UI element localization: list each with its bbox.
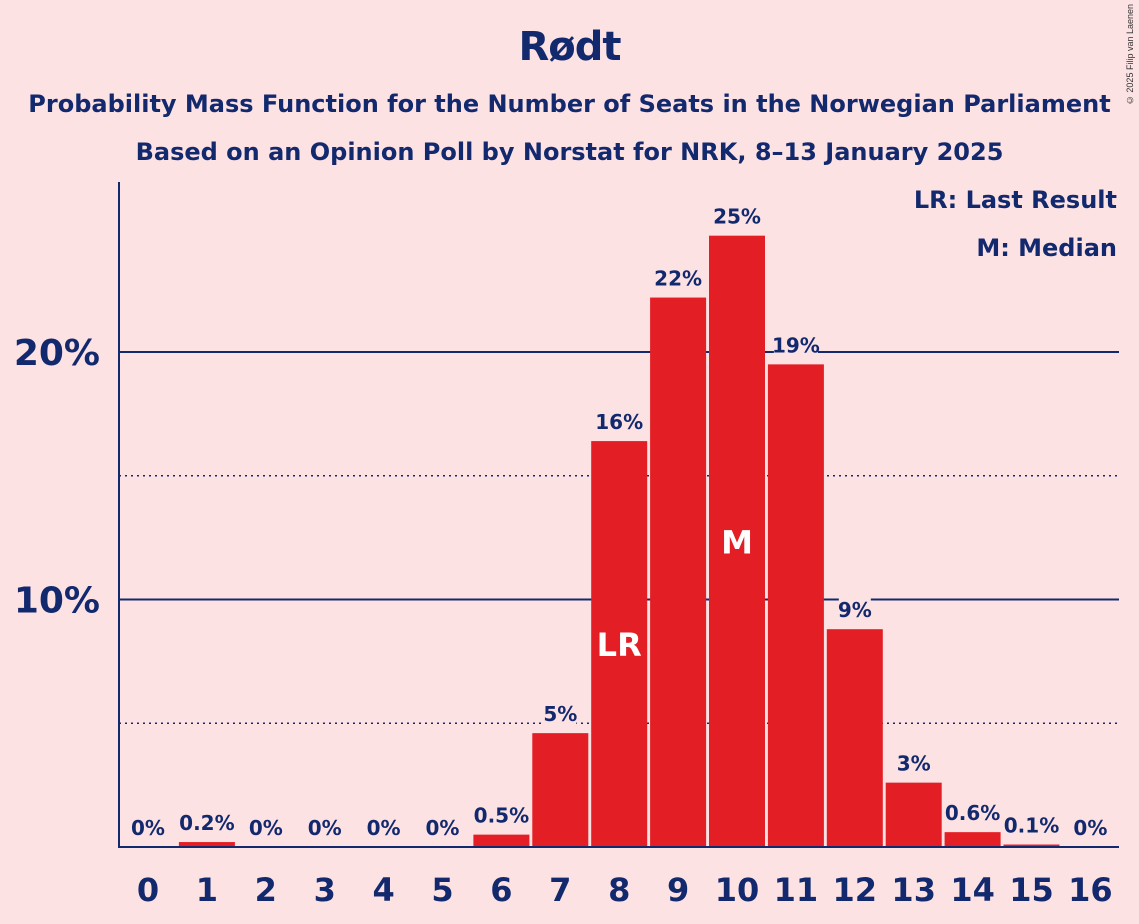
legend-median: M: Median: [976, 234, 1117, 262]
legend-last-result: LR: Last Result: [913, 186, 1117, 214]
bar-marker: LR: [597, 626, 642, 664]
x-tick-label: 1: [196, 871, 218, 909]
data-label: 0.5%: [474, 804, 529, 828]
data-label: 3%: [897, 752, 931, 776]
data-label-backdrop: [597, 407, 642, 436]
data-label-backdrop: [1074, 813, 1107, 841]
x-tick-label: 5: [431, 871, 453, 909]
x-tick-label: 13: [891, 871, 936, 909]
bar: [826, 629, 883, 847]
bar: [944, 832, 1001, 847]
data-label-backdrop: [944, 798, 1001, 827]
bar: [178, 842, 235, 847]
data-label-backdrop: [367, 813, 400, 841]
data-label-backdrop: [773, 330, 818, 359]
x-tick-label: 16: [1068, 871, 1113, 909]
data-label: 0.2%: [179, 811, 234, 835]
data-label-backdrop: [249, 813, 282, 841]
x-tick-label: 11: [774, 871, 819, 909]
data-label-backdrop: [544, 699, 577, 728]
data-label-backdrop: [178, 808, 235, 837]
y-tick-label: 20%: [14, 333, 100, 374]
x-tick-label: 14: [950, 871, 995, 909]
x-tick-label: 8: [608, 871, 630, 909]
data-label: 0%: [426, 816, 460, 840]
data-label: 5%: [543, 702, 577, 726]
bar: [767, 364, 824, 847]
data-label: 0.1%: [1004, 814, 1059, 838]
y-tick-label: 10%: [14, 581, 100, 622]
x-tick-label: 4: [372, 871, 394, 909]
x-tick-label: 3: [314, 871, 336, 909]
data-label: 0%: [249, 816, 283, 840]
bar: [650, 297, 707, 847]
data-label-backdrop: [1003, 810, 1060, 839]
x-tick-label: 2: [255, 871, 277, 909]
data-label: 0%: [1073, 816, 1107, 840]
data-label: 22%: [654, 267, 702, 291]
data-label: 9%: [838, 598, 872, 622]
data-label-backdrop: [715, 201, 759, 230]
data-label: 0.6%: [945, 801, 1000, 825]
chart-title: Rødt: [518, 24, 621, 70]
data-label-backdrop: [308, 813, 341, 841]
data-label-backdrop: [656, 263, 701, 292]
data-label: 0%: [367, 816, 401, 840]
data-label-backdrop: [132, 813, 164, 841]
bar: [591, 441, 648, 847]
x-tick-label: 12: [833, 871, 878, 909]
data-label: 0%: [131, 816, 165, 840]
data-label: 19%: [772, 333, 820, 357]
bar: [473, 834, 530, 847]
x-tick-label: 0: [137, 871, 159, 909]
chart-source: Based on an Opinion Poll by Norstat for …: [135, 138, 1004, 166]
bar: [885, 782, 942, 847]
data-label-backdrop: [838, 595, 871, 624]
x-tick-label: 6: [490, 871, 512, 909]
bar: [709, 235, 765, 848]
data-label: 0%: [308, 816, 342, 840]
data-label: 16%: [595, 410, 643, 434]
data-label-backdrop: [473, 800, 530, 829]
data-label: 25%: [713, 205, 761, 229]
data-label-backdrop: [897, 748, 930, 777]
x-tick-label: 10: [715, 871, 760, 909]
chart-subtitle: Probability Mass Function for the Number…: [28, 90, 1111, 118]
bar: [1003, 844, 1060, 847]
x-tick-label: 9: [667, 871, 689, 909]
bar: [532, 733, 589, 847]
x-tick-label: 15: [1009, 871, 1054, 909]
bar-marker: M: [721, 523, 753, 561]
x-tick-label: 7: [549, 871, 571, 909]
data-label-backdrop: [426, 813, 459, 841]
